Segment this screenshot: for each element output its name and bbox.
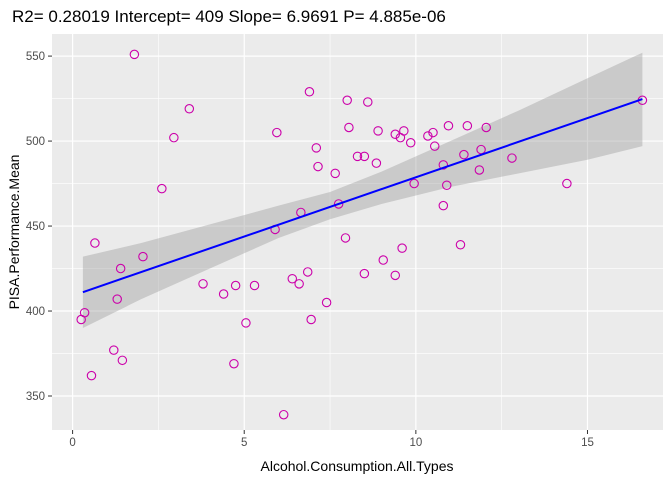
- x-tick-label: 5: [241, 437, 247, 449]
- data-point: [438, 200, 449, 211]
- data-point: [428, 127, 438, 138]
- data-point: [359, 151, 370, 162]
- data-point: [352, 151, 363, 162]
- data-point: [481, 122, 491, 133]
- data-point: [474, 165, 485, 175]
- y-tick-label: 500: [26, 136, 45, 148]
- data-point: [462, 121, 473, 131]
- data-point: [115, 263, 126, 274]
- data-point: [311, 143, 322, 153]
- data-points: [76, 49, 648, 420]
- data-point: [278, 409, 289, 420]
- data-point: [184, 104, 195, 114]
- data-point: [330, 168, 340, 179]
- data-point: [562, 178, 572, 189]
- data-point: [409, 178, 419, 189]
- y-tick-label: 350: [26, 391, 45, 403]
- data-point: [302, 267, 313, 277]
- data-point: [340, 233, 351, 243]
- data-point: [287, 273, 298, 284]
- data-point: [373, 126, 383, 136]
- regression-line: [82, 98, 643, 294]
- data-point: [378, 255, 388, 265]
- data-point: [429, 141, 440, 151]
- confidence-band: [82, 52, 643, 329]
- x-tick-label: 0: [69, 437, 75, 449]
- y-tick-label: 550: [26, 51, 45, 63]
- data-point: [90, 238, 100, 248]
- data-point: [109, 345, 119, 355]
- y-axis-title: PISA.Performance.Mean: [6, 155, 22, 310]
- major-gridlines: [52, 34, 663, 430]
- data-point: [507, 153, 517, 163]
- data-point: [129, 49, 140, 60]
- data-point: [459, 149, 469, 160]
- data-point: [363, 97, 373, 107]
- data-point: [112, 294, 122, 304]
- data-point: [344, 122, 354, 133]
- data-point: [249, 280, 260, 291]
- data-point: [333, 199, 344, 209]
- x-axis-title: Alcohol.Consumption.All.Types: [261, 458, 454, 474]
- data-point: [79, 307, 90, 318]
- data-point: [230, 280, 241, 291]
- x-tick-label: 15: [581, 437, 594, 449]
- x-tick-label: 10: [409, 437, 422, 449]
- data-point: [272, 127, 282, 138]
- data-point: [304, 87, 315, 97]
- data-point: [359, 268, 370, 279]
- data-point: [313, 161, 323, 172]
- data-point: [229, 358, 239, 369]
- data-point: [390, 129, 401, 140]
- data-point: [157, 183, 167, 194]
- data-point: [405, 138, 416, 148]
- minor-gridlines: [52, 34, 663, 430]
- data-point: [455, 239, 466, 250]
- data-point: [441, 180, 452, 191]
- data-point: [306, 314, 316, 325]
- y-axis: 350 400 450 500 550: [26, 51, 52, 403]
- data-point: [438, 160, 449, 170]
- x-axis: 0 5 10 15: [69, 430, 594, 449]
- data-point: [397, 243, 407, 253]
- data-point: [423, 131, 433, 141]
- data-point: [86, 370, 97, 381]
- data-point: [399, 126, 409, 136]
- data-point: [294, 279, 304, 289]
- y-tick-label: 450: [26, 221, 45, 233]
- y-tick-label: 400: [26, 306, 45, 318]
- data-point: [241, 318, 251, 328]
- data-point: [198, 279, 208, 289]
- data-point: [342, 95, 352, 106]
- data-point: [371, 158, 382, 168]
- data-point: [218, 289, 229, 299]
- data-point: [117, 355, 128, 366]
- data-point: [138, 251, 148, 262]
- data-point: [321, 297, 332, 308]
- data-point: [443, 121, 454, 131]
- chart-title: R2= 0.28019 Intercept= 409 Slope= 6.9691…: [12, 7, 446, 26]
- data-point: [169, 132, 179, 143]
- plot-panel: [52, 34, 663, 430]
- data-point: [390, 270, 401, 281]
